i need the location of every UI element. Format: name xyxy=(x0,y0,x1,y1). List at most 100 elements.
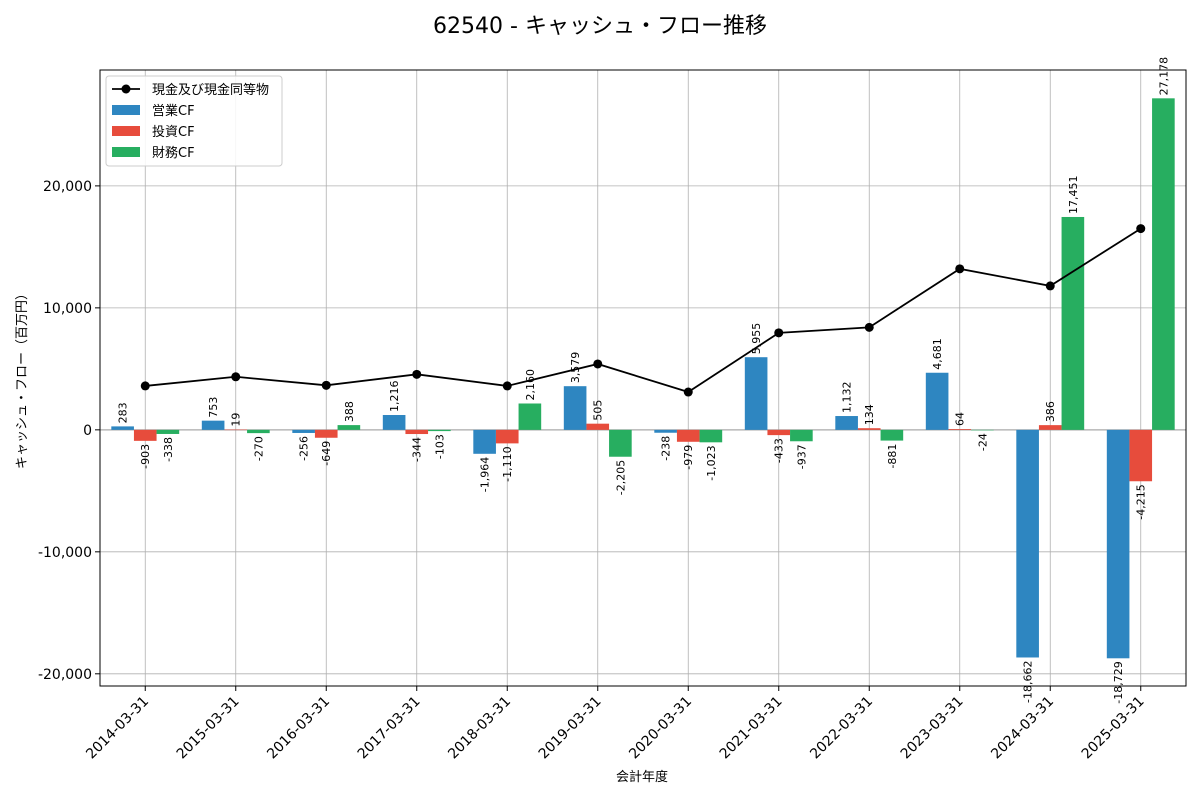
legend-marker-swatch xyxy=(121,84,131,94)
bar xyxy=(676,429,700,442)
bar xyxy=(563,386,587,430)
chart-title: 62540 - キャッシュ・フロー推移 xyxy=(433,14,767,39)
bar-value-label: 64 xyxy=(954,412,967,426)
bar-value-label: 505 xyxy=(592,400,605,421)
cash-line xyxy=(145,227,1142,394)
bar-value-label: -238 xyxy=(660,436,673,461)
bar xyxy=(224,429,248,431)
bar-value-label: -649 xyxy=(320,441,333,466)
bar-value-label: -979 xyxy=(682,445,695,470)
bar xyxy=(925,372,949,430)
bar xyxy=(1016,429,1039,658)
cash-point xyxy=(593,359,603,369)
bar-value-label: -433 xyxy=(773,438,786,463)
bar xyxy=(133,429,157,441)
bar-value-label: -344 xyxy=(411,437,424,462)
bar-labels-layer: 283 753 -256 1,216 -1,964 3,579 -238 5,955 1,132… xyxy=(117,57,1171,704)
bar xyxy=(111,426,134,430)
legend-bar-swatch xyxy=(112,126,140,136)
bar xyxy=(699,429,723,443)
bar-value-label: -4,215 xyxy=(1135,484,1148,519)
y-tick-label: -20,000 xyxy=(38,667,92,683)
bar xyxy=(744,357,768,430)
bar xyxy=(1129,429,1153,482)
y-axis-title: キャッシュ・フロー（百万円） xyxy=(15,287,30,469)
bar-value-label: -1,023 xyxy=(705,445,718,480)
x-tick-label: 2014-03-31 xyxy=(83,694,152,763)
bar-value-label: -24 xyxy=(976,433,989,451)
bars-layer xyxy=(111,98,1175,659)
bar-value-label: -270 xyxy=(252,436,265,461)
x-tick-label: 2015-03-31 xyxy=(174,694,243,763)
y-tick-label: 0 xyxy=(83,423,92,439)
y-tick-label: 20,000 xyxy=(43,179,92,195)
x-tick-label: 2022-03-31 xyxy=(807,694,876,763)
plot-frame xyxy=(99,69,1187,687)
bar-value-label: 3,579 xyxy=(569,352,582,384)
bar-value-label: 4,681 xyxy=(931,338,944,370)
x-tick-label: 2016-03-31 xyxy=(264,694,333,763)
x-tick-label: 2018-03-31 xyxy=(445,694,514,763)
bar-value-label: -903 xyxy=(139,444,152,469)
bar xyxy=(790,429,813,442)
bar xyxy=(201,420,225,430)
bar xyxy=(654,429,677,433)
bar-value-label: -881 xyxy=(886,444,899,469)
bar-value-label: 386 xyxy=(1044,401,1057,422)
bar xyxy=(495,429,519,444)
bar xyxy=(337,425,361,430)
bar xyxy=(473,429,496,454)
bar-value-label: -103 xyxy=(433,434,446,459)
cash-point xyxy=(864,322,874,332)
bar-value-label: 2,160 xyxy=(524,369,537,401)
bar xyxy=(518,403,542,430)
axes-layer: -20,000 -10,000 0 10,000 20,000 2014-03-31 201… xyxy=(38,179,1148,762)
bar xyxy=(1106,429,1130,659)
bar xyxy=(405,429,429,435)
cash-point xyxy=(321,380,331,390)
bar-value-label: 5,955 xyxy=(750,323,763,355)
cash-point xyxy=(1045,281,1055,291)
x-tick-label: 2019-03-31 xyxy=(536,694,605,763)
bar-value-label: -1,964 xyxy=(479,457,492,492)
bar xyxy=(314,429,338,438)
bar xyxy=(857,428,881,430)
bar-value-label: -338 xyxy=(162,437,175,462)
x-tick-label: 2020-03-31 xyxy=(626,694,695,763)
bar-value-label: -937 xyxy=(795,444,808,469)
bar xyxy=(292,429,315,433)
bar xyxy=(586,423,610,430)
bar xyxy=(880,429,904,441)
bar-value-label: 753 xyxy=(207,397,220,418)
cash-point xyxy=(683,387,693,397)
cash-line-layer xyxy=(140,224,1146,397)
bar-value-label: -1,110 xyxy=(501,446,514,481)
legend-box xyxy=(105,75,283,167)
cash-point xyxy=(774,328,784,338)
bar xyxy=(1038,425,1062,430)
bar-value-label: 388 xyxy=(343,401,356,422)
x-axis-title: 会計年度 xyxy=(616,769,668,785)
legend-label: 現金及び現金同等物 xyxy=(152,82,269,98)
bar-value-label: 27,178 xyxy=(1157,57,1170,96)
bar-value-label: 283 xyxy=(117,402,130,423)
y-tick-label: -10,000 xyxy=(38,545,92,561)
bar-value-label: 1,132 xyxy=(841,382,854,414)
cash-point xyxy=(502,381,512,391)
grid-layer xyxy=(100,70,1186,686)
bar-value-label: 134 xyxy=(863,404,876,425)
bar xyxy=(948,429,972,430)
bar xyxy=(767,429,791,436)
cash-point xyxy=(412,369,422,379)
y-tick-label: 10,000 xyxy=(43,301,92,317)
legend-bar-swatch xyxy=(112,147,140,157)
bar xyxy=(1152,98,1175,430)
bar-value-label: -256 xyxy=(298,436,311,461)
legend-label: 投資CF xyxy=(152,124,195,140)
cash-point xyxy=(955,264,965,274)
x-tick-label: 2017-03-31 xyxy=(355,694,424,763)
bar xyxy=(428,429,451,432)
bar xyxy=(382,415,406,430)
